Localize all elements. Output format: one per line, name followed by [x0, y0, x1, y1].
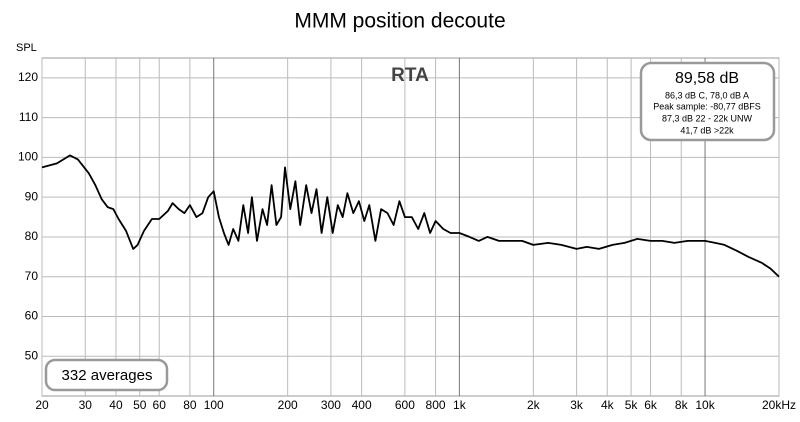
y-tick-label: 50: [25, 348, 39, 362]
x-tick-label: 80: [183, 398, 197, 412]
y-tick-label: 110: [19, 110, 38, 124]
averages-box: [44, 358, 169, 392]
x-tick-label: 10k: [695, 398, 715, 412]
traces: [41, 154, 780, 278]
x-tick-label: 8k: [675, 398, 689, 412]
x-tick-label: 400: [352, 398, 372, 412]
x-tick-label: 50: [133, 398, 147, 412]
x-tick-label: 300: [321, 398, 341, 412]
line: [41, 154, 780, 278]
x-tick-label: 20: [35, 398, 49, 412]
info-line: 41,7 dB >22k: [680, 125, 734, 135]
x-tick-label: 40: [109, 398, 123, 412]
x-tick-label: 600: [395, 398, 415, 412]
info-headline: 89,58 dB: [675, 70, 739, 87]
y-tick-label: 100: [18, 150, 38, 164]
x-tick-label: 100: [204, 398, 224, 412]
x-tick-label: 60: [153, 398, 167, 412]
x-tick-label: 3k: [570, 398, 584, 412]
x-tick-label: 30: [79, 398, 93, 412]
y-tick-label: 70: [25, 269, 39, 283]
x-tick-label: 4k: [601, 398, 615, 412]
y-tick-label: 90: [25, 189, 39, 203]
info-box: [639, 61, 776, 142]
info-line: Peak sample: -80,77 dBFS: [653, 101, 761, 111]
x-tick-label: 6k: [644, 398, 658, 412]
y-tick-label: 60: [25, 309, 39, 323]
y-axis-label: SPL: [16, 42, 37, 54]
y-tick-label: 120: [18, 70, 38, 84]
x-tick-label: 20kHz: [762, 398, 796, 412]
x-tick-label: 200: [278, 398, 298, 412]
chart-title: MMM position decoute: [294, 10, 505, 33]
grid: [41, 58, 780, 396]
x-tick-label: 800: [426, 398, 446, 412]
y-tick-label: 80: [25, 229, 39, 243]
x-tick-label: 2k: [527, 398, 541, 412]
x-tick-label: 5k: [625, 398, 639, 412]
x-tick-label: 1k: [453, 398, 467, 412]
info-line: 87,3 dB 22 - 22k UNW: [662, 113, 753, 123]
info-line: 86,3 dB C, 78,0 dB A: [665, 90, 749, 100]
annotation: RTA: [391, 65, 429, 86]
averages-label: 332 averages: [62, 367, 153, 384]
